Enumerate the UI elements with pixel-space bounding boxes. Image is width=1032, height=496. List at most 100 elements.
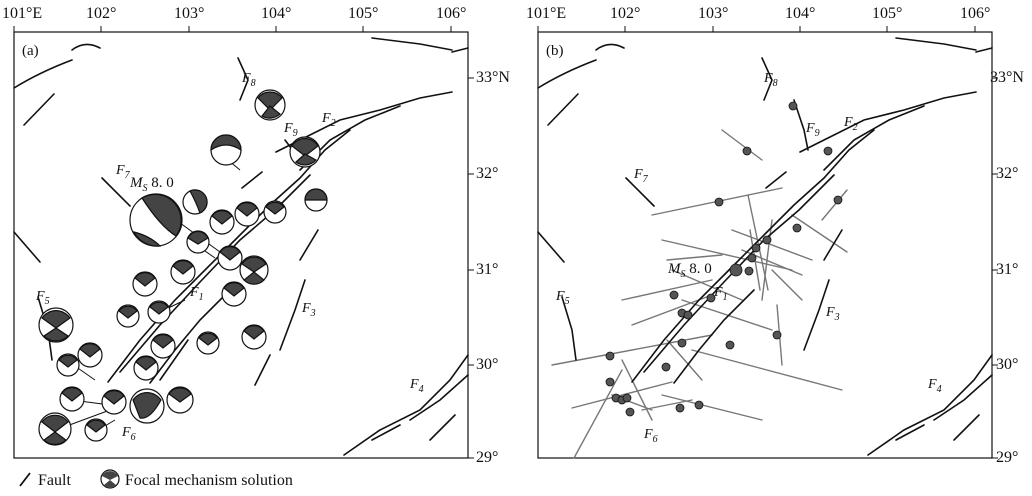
lon-tick-label: 104° (261, 5, 292, 22)
fault-line (673, 289, 755, 384)
fault-line (765, 171, 787, 189)
fault-line (237, 57, 249, 101)
focal-mechanism (150, 333, 176, 359)
map-a-canvas (13, 26, 474, 459)
focal-mechanism (210, 134, 242, 166)
lon-tick-label: 103° (174, 5, 205, 22)
event-dot (751, 243, 761, 253)
beachball-legend-icon (100, 469, 120, 489)
lat-tick-label: 29° (476, 449, 499, 466)
mainshock-magnitude: MS 8. 0 (130, 175, 174, 194)
lat-tick-label: 33°N (990, 69, 1024, 86)
fault-line (371, 37, 453, 51)
fault-label-f7: F7 (116, 163, 130, 181)
fault-line (803, 279, 830, 351)
fault-line (149, 289, 231, 384)
panel-a: 101°E 102° 103° 104° 105° 106° 33°N 32° … (2, 5, 510, 466)
event-dot (622, 393, 632, 403)
event-dot (772, 330, 782, 340)
focal-mechanism (101, 389, 127, 415)
fault-line (953, 414, 980, 441)
event-dot (823, 146, 833, 156)
lon-tick-label: 105° (348, 5, 379, 22)
focal-mechanism (221, 281, 247, 307)
focal-mechanism (254, 89, 286, 121)
fault-label-f3: F3 (826, 305, 840, 323)
focal-mechanism (304, 188, 328, 212)
legend: Fault Focal mechanism solution (16, 468, 293, 490)
event-dot (605, 377, 615, 387)
fault-line (631, 129, 875, 383)
focal-mechanism (217, 245, 243, 271)
fault-line (595, 43, 625, 51)
focal-mechanism (38, 307, 74, 343)
fault-line (975, 47, 993, 53)
fault-line (101, 177, 131, 207)
focal-mechanism (170, 259, 196, 285)
focal-mechanism (84, 418, 108, 442)
map-a-frame (13, 26, 474, 459)
lon-tick-label: 106° (436, 5, 467, 22)
lat-tick-label: 31° (996, 261, 1019, 278)
event-dot (683, 310, 693, 320)
fault-label-f4: F4 (928, 377, 942, 395)
fault-label-f5: F5 (556, 289, 570, 307)
fault-line (537, 59, 597, 89)
panel-label: (b) (546, 43, 564, 59)
fault-line (371, 424, 401, 441)
fault-line (254, 354, 271, 386)
fault-label-f9: F9 (284, 121, 298, 139)
focal-mechanism (147, 300, 171, 324)
event-dot (605, 351, 615, 361)
map-b-canvas (537, 26, 998, 459)
focal-mechanism (132, 271, 158, 297)
fault-line (343, 354, 469, 456)
focal-mechanism (196, 331, 220, 355)
lon-tick-label: 101°E (526, 5, 567, 22)
event-dot (694, 400, 704, 410)
fault-label-f8: F8 (764, 71, 778, 89)
event-dot (677, 338, 687, 348)
focal-mechanism (133, 355, 159, 381)
fault-line (13, 231, 41, 263)
fault-line (451, 47, 469, 53)
lat-tick-label: 30° (476, 356, 499, 373)
focal-mechanism (116, 304, 140, 328)
lon-tick-label: 105° (872, 5, 903, 22)
fault-line (823, 105, 925, 171)
fault-label-f6: F6 (644, 427, 658, 445)
event-dot (625, 407, 635, 417)
lon-tick-label: 104° (785, 5, 816, 22)
fault-label-f1: F1 (714, 285, 728, 303)
legend-fault-label: Fault (38, 472, 71, 489)
event-dot (744, 266, 754, 276)
event-dot (675, 403, 685, 413)
focal-mechanism (77, 342, 103, 368)
event-dot (792, 223, 802, 233)
fault-line (279, 279, 306, 351)
fault-line (761, 57, 773, 101)
lon-tick-label: 106° (960, 5, 991, 22)
fault-line (241, 171, 263, 189)
lon-tick-label: 102° (86, 5, 117, 22)
event-dot (706, 293, 716, 303)
focal-mechanism (289, 136, 321, 168)
fault-label-f6: F6 (122, 425, 136, 443)
fault-line (895, 424, 925, 441)
event-dot (725, 340, 735, 350)
fault-line (625, 177, 655, 207)
fault-line (643, 174, 835, 373)
fault-line (537, 231, 565, 263)
fault-line (799, 91, 977, 153)
focal-mechanism (241, 324, 267, 350)
event-dot (747, 253, 757, 263)
lat-tick-label: 31° (476, 261, 499, 278)
event-mainshock (729, 263, 743, 277)
fault-label-f1: F1 (190, 285, 204, 303)
fault-line (429, 414, 456, 441)
panel-b: 101°E 102° 103° 104° 105° 106° 33°N 32° … (512, 0, 1032, 496)
fault-line (409, 374, 469, 421)
focal-mechanism (234, 201, 260, 227)
fault-line (547, 93, 579, 126)
lat-tick-label: 33°N (476, 69, 510, 86)
